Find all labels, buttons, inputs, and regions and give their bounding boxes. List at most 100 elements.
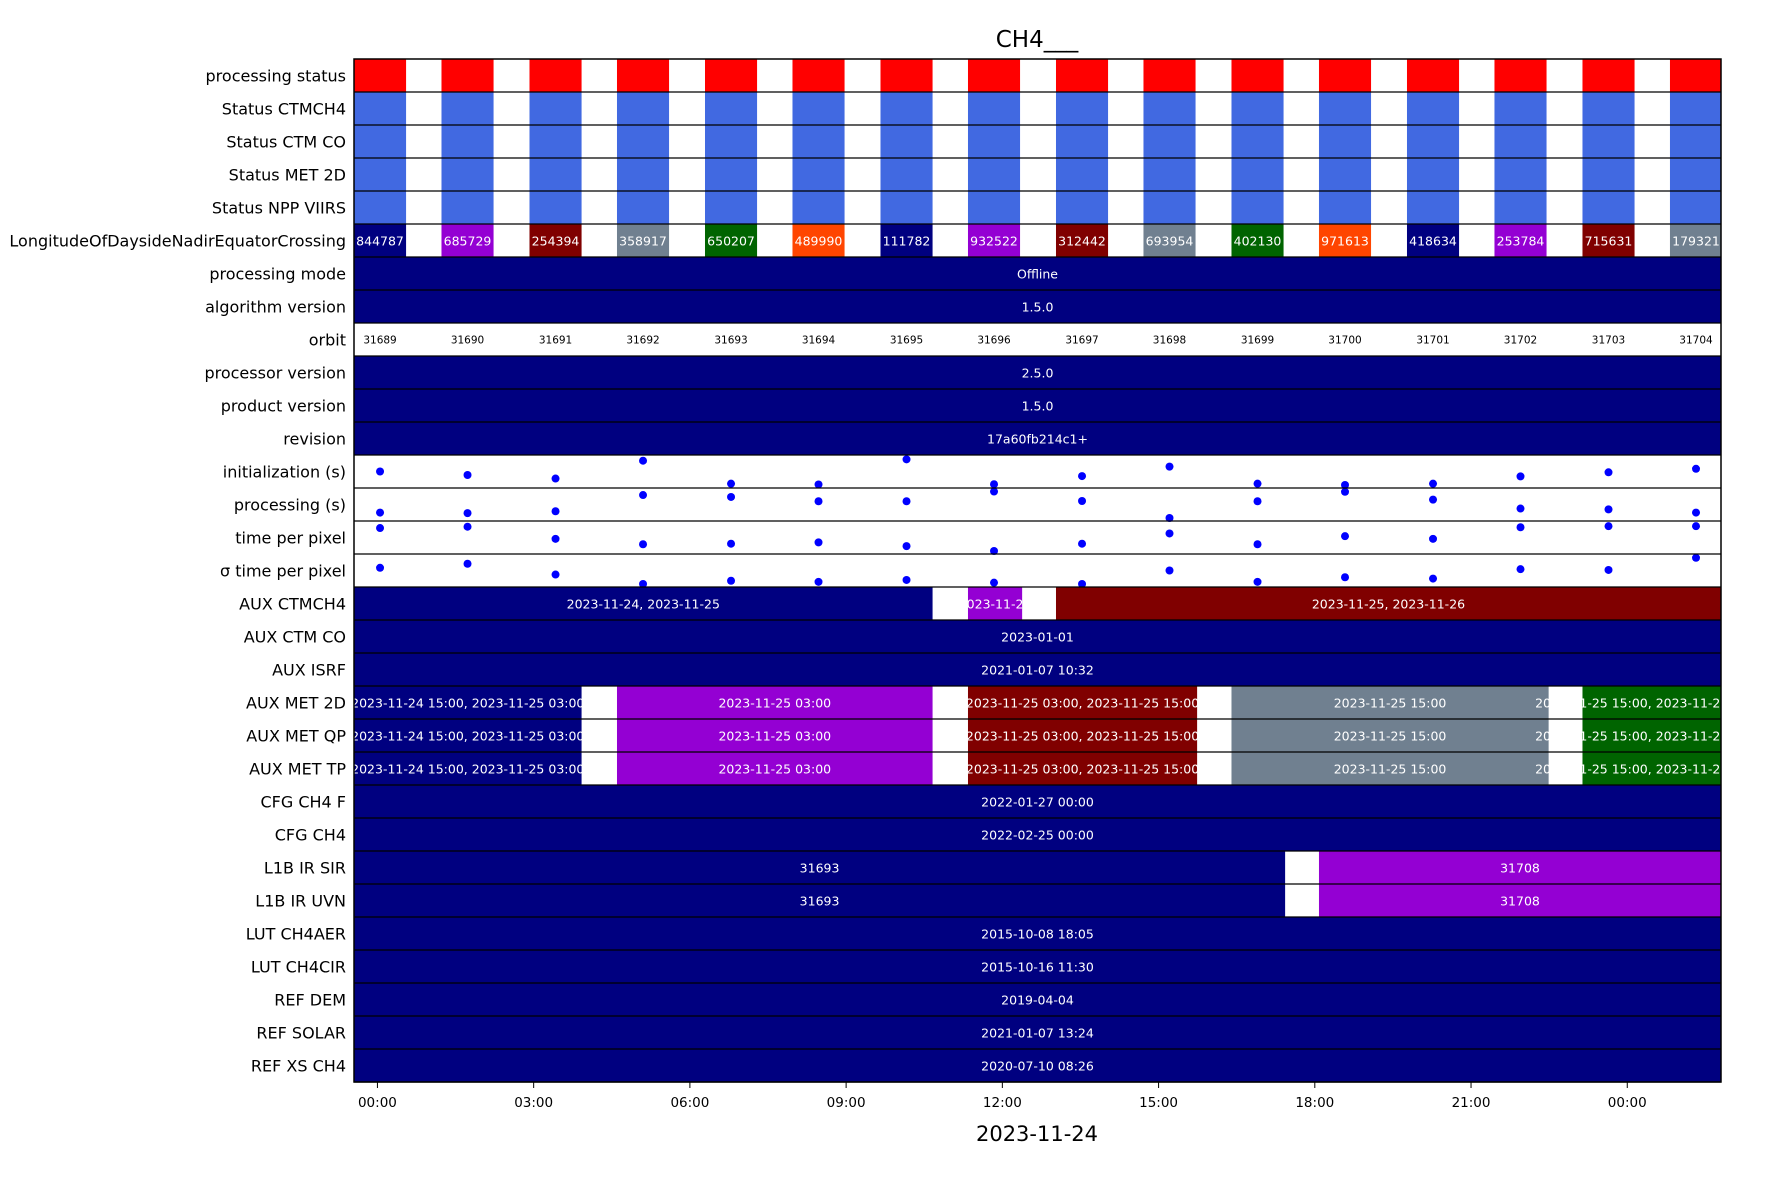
row-initialization-s [376, 455, 1701, 489]
data-point [463, 522, 472, 531]
segment-bar [1318, 884, 1721, 917]
segment-label: Offline [1017, 267, 1058, 282]
segment-label: 2020-07-10 08:26 [981, 1059, 1094, 1074]
row-label-aux-met-2d: AUX MET 2D [246, 694, 346, 713]
data-point [727, 539, 736, 548]
segment-label: 2023-11-25 03:00 [718, 696, 831, 711]
orbit-label: 31691 [539, 335, 572, 347]
segment-label: 2023-11-24 15:00, 2023-11-25 03:00 [351, 729, 584, 744]
granule-bar [1318, 191, 1372, 224]
data-point [376, 508, 385, 517]
data-point [1165, 529, 1174, 538]
x-tick-label: 12:00 [983, 1095, 1022, 1111]
granule-bar [1582, 158, 1635, 191]
granule-label: 650207 [707, 234, 755, 249]
x-tick-label: 00:00 [358, 1095, 397, 1111]
granule-bar [704, 59, 758, 92]
granule-bar [1231, 158, 1284, 191]
data-point [902, 542, 911, 551]
granule-label: 402130 [1234, 234, 1282, 249]
granule-label: 971613 [1321, 234, 1369, 249]
row-processing-mode: Offline [354, 257, 1721, 290]
segment-label: 2022-02-25 00:00 [981, 828, 1094, 843]
granule-bar [967, 224, 1021, 257]
orbit-label: 31698 [1153, 335, 1186, 347]
segment-label: 2023-11-25 15:00, 2023-11-26 03:00 [1535, 729, 1768, 744]
granule-bar [1318, 125, 1372, 158]
segment-bar [354, 818, 1721, 851]
data-point [1341, 481, 1350, 489]
segment-bar [1582, 686, 1721, 719]
granule-bar [354, 92, 407, 125]
segment-label: 2023-11-24, 2023-11-25 [567, 597, 720, 612]
granule-bar [354, 158, 407, 191]
granule-bar [1494, 224, 1547, 257]
granule-bar [704, 191, 758, 224]
granule-label: 685729 [444, 234, 492, 249]
row-label-processor-version: processor version [204, 364, 346, 383]
data-point [1429, 479, 1438, 488]
data-point [639, 456, 648, 465]
row-ref-xs-ch4: 2020-07-10 08:26 [354, 1049, 1721, 1082]
data-point [990, 487, 999, 496]
data-point [463, 471, 472, 480]
row-label-algorithm-version: algorithm version [205, 298, 346, 317]
granule-bar [1055, 59, 1109, 92]
granule-bar [704, 92, 758, 125]
granule-bar [1143, 59, 1196, 92]
x-tick-label: 09:00 [827, 1095, 866, 1111]
granule-label: 312442 [1058, 234, 1106, 249]
granule-bar [354, 59, 407, 92]
granule-bar [529, 158, 582, 191]
granule-bar [1582, 224, 1635, 257]
granule-bar [880, 125, 933, 158]
orbit-label: 31697 [1065, 335, 1098, 347]
granule-bar [1406, 224, 1460, 257]
granule-bar [1406, 92, 1460, 125]
row-l1b-ir-sir: 31693 31708 [354, 851, 1721, 884]
row-status-ctm-co [354, 125, 1721, 158]
segment-bar [616, 752, 933, 785]
granule-bar [880, 224, 933, 257]
granule-bar [1669, 125, 1721, 158]
data-point [551, 507, 560, 516]
segment-label: 31708 [1500, 894, 1540, 909]
granule-bar [1231, 92, 1284, 125]
granule-bar [1494, 125, 1547, 158]
segment-bar [1582, 719, 1721, 752]
granule-bar [704, 125, 758, 158]
row-label-status-ctmch4: Status CTMCH4 [222, 100, 346, 119]
data-point [551, 534, 560, 543]
row-lut-ch4aer: 2015-10-08 18:05 [354, 917, 1721, 950]
orbit-label: 31696 [977, 335, 1011, 347]
row-aux-ctmch4: 2023-11-24, 2023-11-25 2023-11-25 2023-11-… [354, 587, 1721, 620]
orbit-label: 31692 [626, 335, 659, 347]
row-status-npp-viirs [354, 191, 1721, 224]
plot-area: 844787 685729 254394 358917 650207 489990 1117… [351, 58, 1768, 1083]
row-label-cfg-ch4: CFG CH4 [275, 826, 346, 845]
granule-bar [529, 191, 582, 224]
row-processing-status [354, 59, 1721, 92]
chart-title: CH4___ [996, 27, 1079, 53]
segment-bar [354, 719, 582, 752]
y-axis-labels: processing status Status CTMCH4 Status CTM… [9, 67, 346, 1076]
row-label-l1b-ir-uvn: L1B IR UVN [255, 892, 346, 911]
segment-bar [1231, 719, 1549, 752]
granule-bar [880, 158, 933, 191]
granule-bar [441, 125, 494, 158]
granule-label: 418634 [1409, 234, 1457, 249]
granule-bar [967, 92, 1021, 125]
row-label-time-per-pixel: time per pixel [235, 529, 346, 548]
granule-bar [792, 158, 845, 191]
data-point [1253, 577, 1262, 586]
granule-bar [1494, 92, 1547, 125]
granule-bar [1669, 224, 1721, 257]
row-label-status-npp-viirs: Status NPP VIIRS [212, 199, 346, 218]
row-cfg-ch4: 2022-02-25 00:00 [354, 818, 1721, 851]
data-point [1692, 553, 1701, 562]
row-label-lut-ch4cir: LUT CH4CIR [251, 958, 346, 977]
granule-bar [616, 191, 670, 224]
data-point [1341, 532, 1350, 541]
granule-bar [1231, 224, 1284, 257]
segment-bar [616, 686, 933, 719]
